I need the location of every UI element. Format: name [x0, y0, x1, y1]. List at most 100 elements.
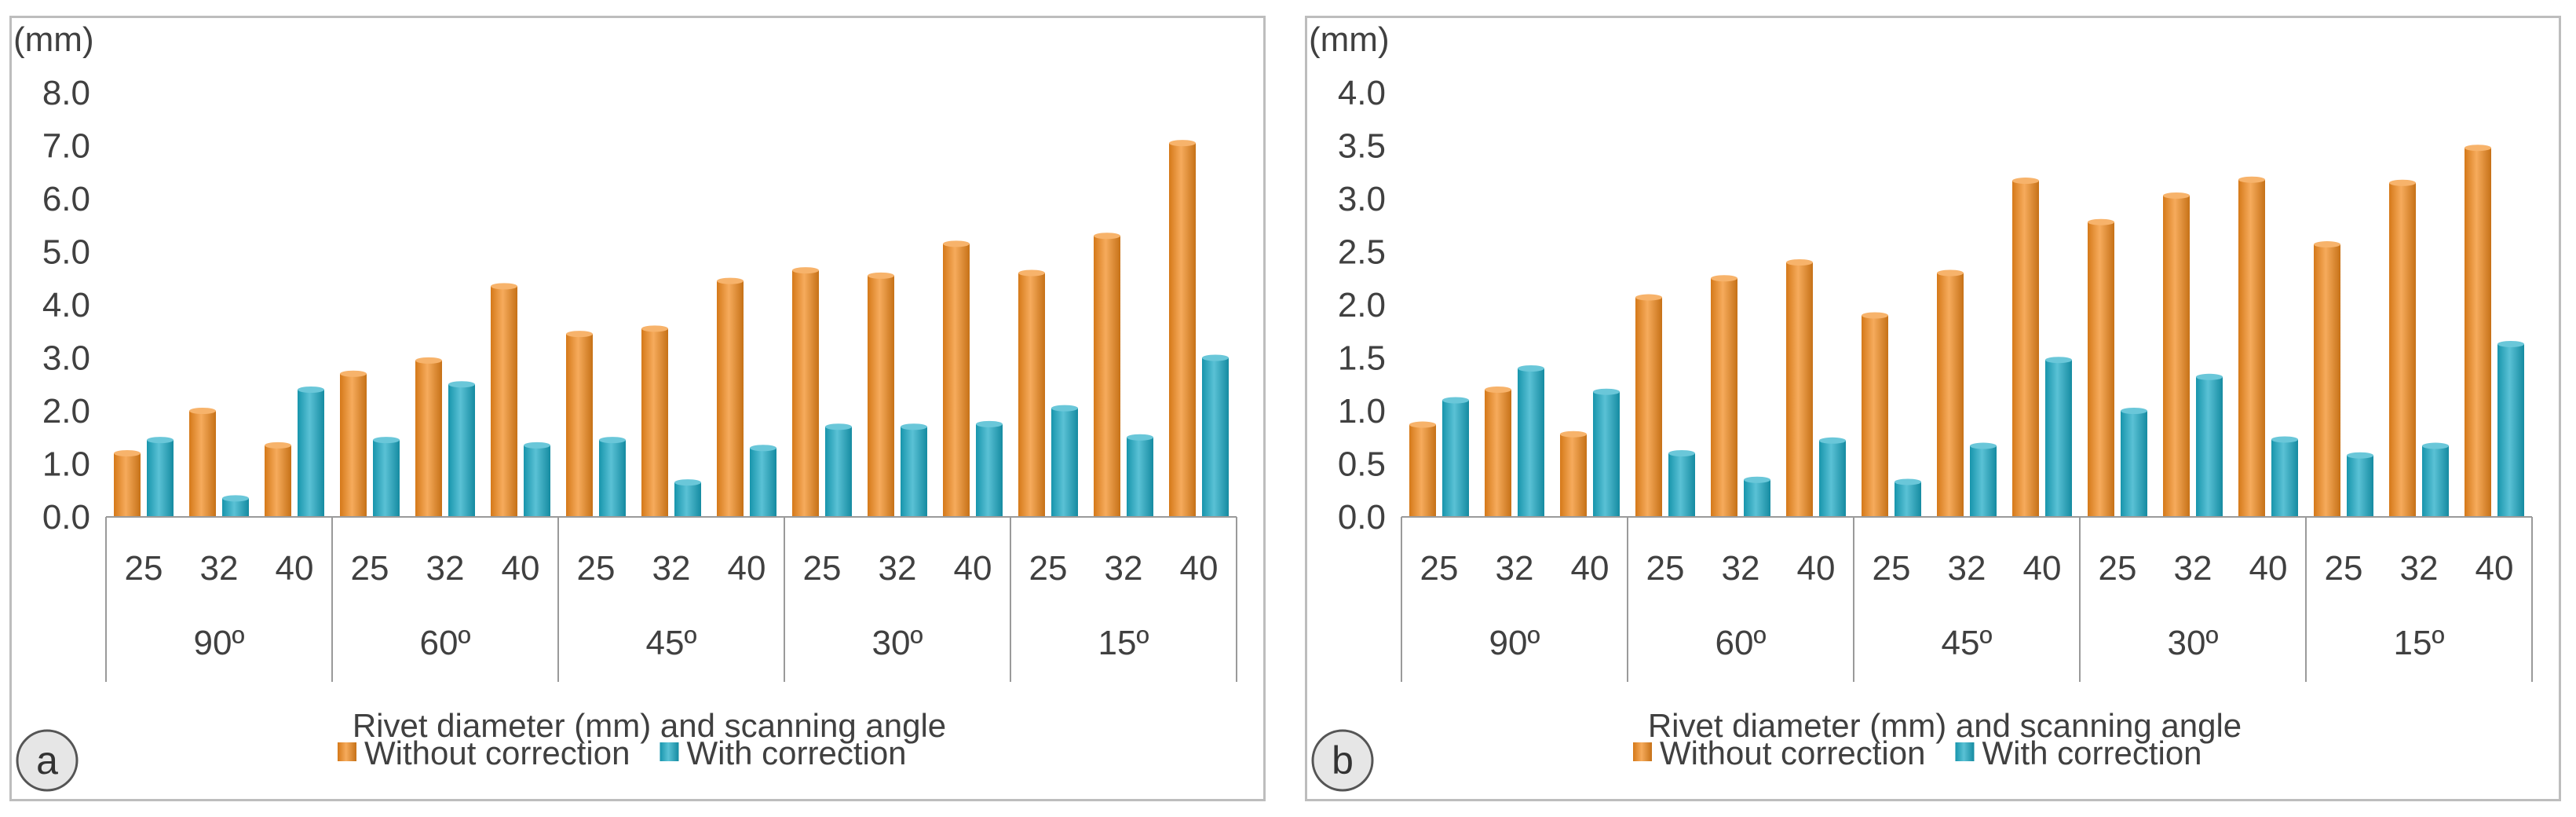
bar-cap-without-5 — [1711, 275, 1737, 282]
x-tick-label: 25 — [1420, 549, 1459, 588]
bar-cap-with-9 — [750, 445, 776, 452]
x-axis-title: Rivet diameter (mm) and scanning angle — [1648, 707, 2242, 744]
bar-cap-without-2 — [189, 408, 216, 414]
bar-cap-with-7 — [1895, 478, 1921, 485]
bar-cap-with-2 — [222, 495, 249, 502]
group-label: 60º — [419, 624, 470, 662]
bar-cap-with-14 — [1127, 434, 1153, 441]
bar-without-2 — [189, 411, 216, 517]
bar-cap-without-9 — [2012, 178, 2039, 185]
bar-cap-without-9 — [717, 277, 744, 284]
bar-without-12 — [943, 244, 970, 517]
bar-cap-with-15 — [2497, 340, 2524, 347]
x-tick-label: 32 — [426, 549, 465, 588]
bar-cap-without-6 — [1786, 259, 1813, 266]
x-tick-label: 25 — [351, 549, 389, 588]
bar-without-3 — [1560, 434, 1587, 517]
y-tick-label: 1.5 — [1338, 339, 1386, 378]
bar-cap-without-10 — [792, 267, 819, 274]
bar-without-6 — [491, 286, 517, 517]
bar-with-8 — [1970, 445, 1997, 517]
bar-without-13 — [1018, 273, 1045, 517]
bar-cap-with-8 — [1970, 442, 1997, 449]
bar-without-7 — [566, 334, 593, 517]
bar-cap-with-15 — [1202, 354, 1229, 361]
y-tick-label: 1.0 — [42, 445, 90, 484]
panel-badge-label: a — [36, 738, 58, 782]
bar-without-8 — [641, 328, 668, 517]
bar-with-13 — [2347, 455, 2373, 517]
bar-cap-with-13 — [2347, 452, 2373, 459]
bar-cap-with-1 — [1442, 397, 1469, 404]
bar-cap-without-13 — [1018, 269, 1045, 277]
bar-cap-with-9 — [2045, 357, 2072, 364]
bar-cap-without-5 — [415, 357, 442, 364]
bar-cap-without-12 — [943, 240, 970, 247]
legend-swatch-without — [338, 742, 356, 761]
x-tick-label: 32 — [879, 549, 917, 588]
group-label: 90º — [193, 624, 244, 662]
y-tick-label: 4.0 — [1338, 74, 1386, 112]
bar-with-2 — [222, 498, 249, 517]
y-tick-label: 6.0 — [42, 180, 90, 218]
panel-badge — [16, 729, 79, 792]
bar-with-1 — [1442, 400, 1469, 517]
bar-cap-with-11 — [901, 423, 927, 430]
bar-without-5 — [1711, 278, 1737, 517]
bar-cap-with-4 — [373, 437, 400, 444]
bar-cap-with-13 — [1051, 405, 1078, 412]
group-label: 60º — [1715, 624, 1766, 662]
chart-panel-b: (mm) 0.0 0.5 1.0 1.5 2.0 2.5 3.0 3.5 4.0 25 32 40 25 3… — [1305, 16, 2561, 801]
x-tick-label: 25 — [125, 549, 163, 588]
x-tick-label: 40 — [2023, 549, 2062, 588]
panel-badge — [1311, 729, 1374, 792]
bar-without-10 — [792, 270, 819, 517]
bar-with-2 — [1518, 368, 1544, 517]
bar-cap-without-10 — [2088, 218, 2114, 225]
bar-cap-with-10 — [2121, 408, 2147, 414]
x-tick-label: 25 — [803, 549, 842, 588]
group-label: 90º — [1489, 624, 1540, 662]
bar-without-14 — [2389, 182, 2416, 517]
bar-cap-without-6 — [491, 283, 517, 290]
bar-with-7 — [1895, 482, 1921, 517]
legend-label-with: With correction — [686, 735, 906, 771]
bar-without-5 — [415, 360, 442, 517]
y-tick-label: 1.0 — [1338, 392, 1386, 430]
bar-cap-without-3 — [265, 441, 291, 449]
bar-cap-without-11 — [2163, 192, 2190, 199]
bar-cap-with-3 — [1593, 388, 1620, 395]
bar-cap-with-12 — [2271, 436, 2298, 443]
bar-without-4 — [1635, 297, 1662, 517]
bar-with-7 — [599, 440, 626, 517]
bar-with-5 — [1744, 479, 1770, 517]
y-tick-label: 3.0 — [1338, 180, 1386, 218]
y-tick-label: 4.0 — [42, 286, 90, 324]
group-label: 30º — [871, 624, 923, 662]
bar-chart-b: (mm) 0.0 0.5 1.0 1.5 2.0 2.5 3.0 3.5 4.0 25 32 40 25 3… — [1309, 20, 2533, 792]
group-label: 45º — [1941, 624, 1992, 662]
y-tick-label: 3.5 — [1338, 127, 1386, 166]
bar-without-2 — [1485, 390, 1511, 517]
bar-with-14 — [1127, 437, 1153, 517]
x-tick-label: 32 — [1722, 549, 1760, 588]
bar-with-12 — [976, 423, 1003, 517]
bar-cap-without-7 — [566, 331, 593, 338]
x-tick-label: 40 — [1797, 549, 1836, 588]
bar-without-15 — [1169, 143, 1196, 517]
y-unit-label: (mm) — [1309, 20, 1390, 59]
x-tick-label: 40 — [728, 549, 766, 588]
bar-cap-without-2 — [1485, 387, 1511, 393]
bar-cap-with-5 — [448, 381, 475, 388]
x-tick-label: 25 — [1873, 549, 1911, 588]
y-tick-label: 2.5 — [1338, 233, 1386, 272]
x-tick-label: 40 — [2249, 549, 2288, 588]
chart-panel-a: (mm) 0.0 1.0 2.0 3.0 4.0 5.0 6.0 7.0 8.0 25 32 40 25 3… — [9, 16, 1266, 801]
y-unit-label: (mm) — [13, 20, 94, 59]
group-label: 15º — [2393, 624, 2444, 662]
panel-badge-label: b — [1332, 738, 1354, 782]
bar-cap-without-8 — [641, 325, 668, 332]
bar-cap-with-8 — [674, 479, 701, 486]
x-tick-label: 25 — [577, 549, 616, 588]
bar-cap-without-1 — [1409, 421, 1436, 428]
